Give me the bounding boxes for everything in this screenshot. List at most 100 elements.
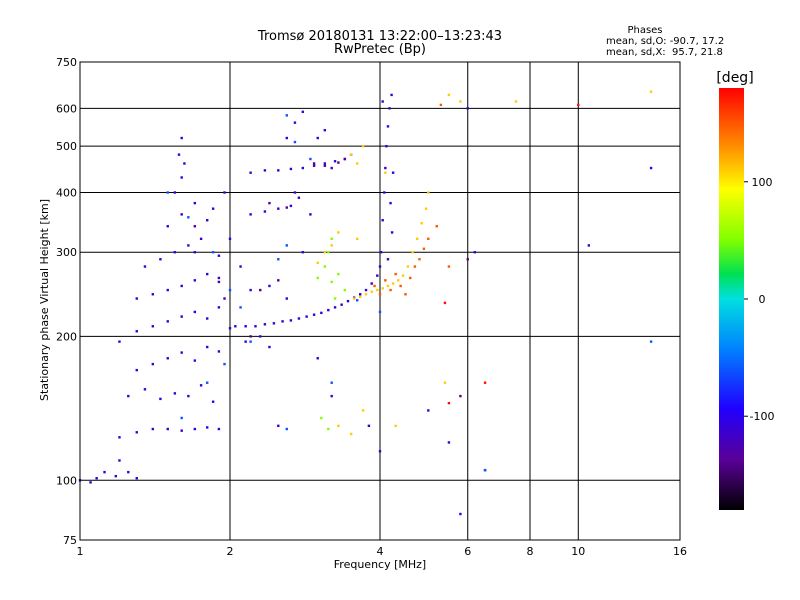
- x-tick-label: 4: [377, 545, 384, 558]
- data-point: [309, 213, 312, 216]
- data-point: [381, 100, 384, 103]
- data-point: [228, 288, 232, 292]
- data-point: [199, 237, 203, 241]
- data-point: [418, 258, 421, 261]
- data-point: [384, 166, 387, 170]
- data-point: [193, 310, 197, 314]
- data-point: [254, 325, 257, 328]
- x-tick-label: 16: [673, 545, 687, 558]
- data-point: [427, 409, 430, 412]
- data-point: [447, 93, 451, 97]
- data-point: [406, 265, 410, 268]
- data-point: [381, 219, 384, 222]
- data-point: [193, 279, 197, 282]
- data-point: [135, 330, 138, 333]
- data-point: [415, 237, 419, 241]
- data-point: [180, 351, 183, 354]
- data-point: [166, 357, 169, 360]
- data-point: [259, 288, 262, 292]
- colorbar-tick-label: -100: [750, 410, 775, 423]
- data-point: [244, 340, 247, 343]
- data-point: [151, 293, 155, 296]
- y-tick-label: 750: [56, 56, 77, 69]
- data-point: [391, 282, 395, 285]
- data-point: [316, 261, 319, 265]
- data-point: [323, 251, 327, 254]
- data-point: [435, 225, 438, 228]
- data-point: [135, 431, 138, 434]
- data-point: [268, 201, 271, 205]
- data-point: [289, 319, 293, 322]
- data-point: [223, 297, 226, 300]
- y-tick-label: 400: [56, 186, 77, 199]
- data-point: [217, 280, 221, 284]
- data-point: [285, 297, 288, 300]
- data-point: [249, 171, 252, 174]
- data-point: [289, 167, 293, 171]
- data-point: [187, 244, 190, 247]
- y-tick-label: 200: [56, 330, 77, 343]
- data-points: [78, 90, 653, 516]
- data-point: [370, 282, 373, 285]
- data-point: [343, 288, 347, 292]
- data-point: [217, 350, 221, 353]
- data-point: [151, 427, 155, 431]
- data-point: [337, 272, 340, 276]
- colorbar-tick-label: 100: [752, 176, 773, 189]
- data-point: [95, 477, 98, 480]
- data-point: [223, 191, 226, 194]
- data-point: [355, 162, 359, 165]
- chart-subtitle: RwPretec (Bp): [334, 42, 426, 57]
- plot-frame: [79, 61, 681, 541]
- data-point: [330, 237, 333, 241]
- data-point: [268, 345, 271, 349]
- data-point: [127, 470, 130, 474]
- data-point: [483, 468, 487, 472]
- data-point: [277, 258, 280, 261]
- data-point: [447, 265, 451, 268]
- data-point: [327, 251, 330, 254]
- data-point: [337, 161, 340, 164]
- data-point: [217, 306, 221, 309]
- data-point: [330, 280, 333, 284]
- data-point: [193, 225, 197, 228]
- data-point: [352, 297, 356, 300]
- data-point: [337, 424, 340, 428]
- data-point: [293, 140, 297, 144]
- data-point: [180, 429, 183, 432]
- data-point: [151, 325, 155, 328]
- data-point: [187, 394, 190, 398]
- stats-heading: Phases: [627, 25, 662, 36]
- data-point: [118, 459, 121, 462]
- data-point: [205, 345, 209, 349]
- data-point: [205, 272, 209, 276]
- data-point: [424, 207, 428, 210]
- data-point: [389, 201, 392, 205]
- data-point: [333, 306, 337, 309]
- data-point: [316, 136, 319, 140]
- data-point: [301, 251, 305, 254]
- data-point: [211, 400, 215, 403]
- data-point: [323, 164, 327, 167]
- data-point: [390, 231, 394, 234]
- data-point: [409, 276, 412, 280]
- data-point: [312, 164, 316, 167]
- x-tick-label: 1: [77, 545, 84, 558]
- data-point: [649, 90, 653, 93]
- data-point: [211, 207, 215, 210]
- data-point: [376, 274, 379, 277]
- data-point: [301, 166, 305, 170]
- data-point: [127, 394, 130, 398]
- data-point: [390, 93, 393, 97]
- data-point: [301, 110, 305, 114]
- data-point: [333, 297, 337, 300]
- data-point: [285, 244, 288, 247]
- data-point: [381, 287, 384, 290]
- data-point: [277, 424, 280, 428]
- data-point: [281, 320, 284, 323]
- data-point: [277, 169, 280, 172]
- data-point: [277, 279, 280, 282]
- data-point: [427, 237, 430, 241]
- data-point: [293, 191, 297, 194]
- data-point: [358, 293, 362, 296]
